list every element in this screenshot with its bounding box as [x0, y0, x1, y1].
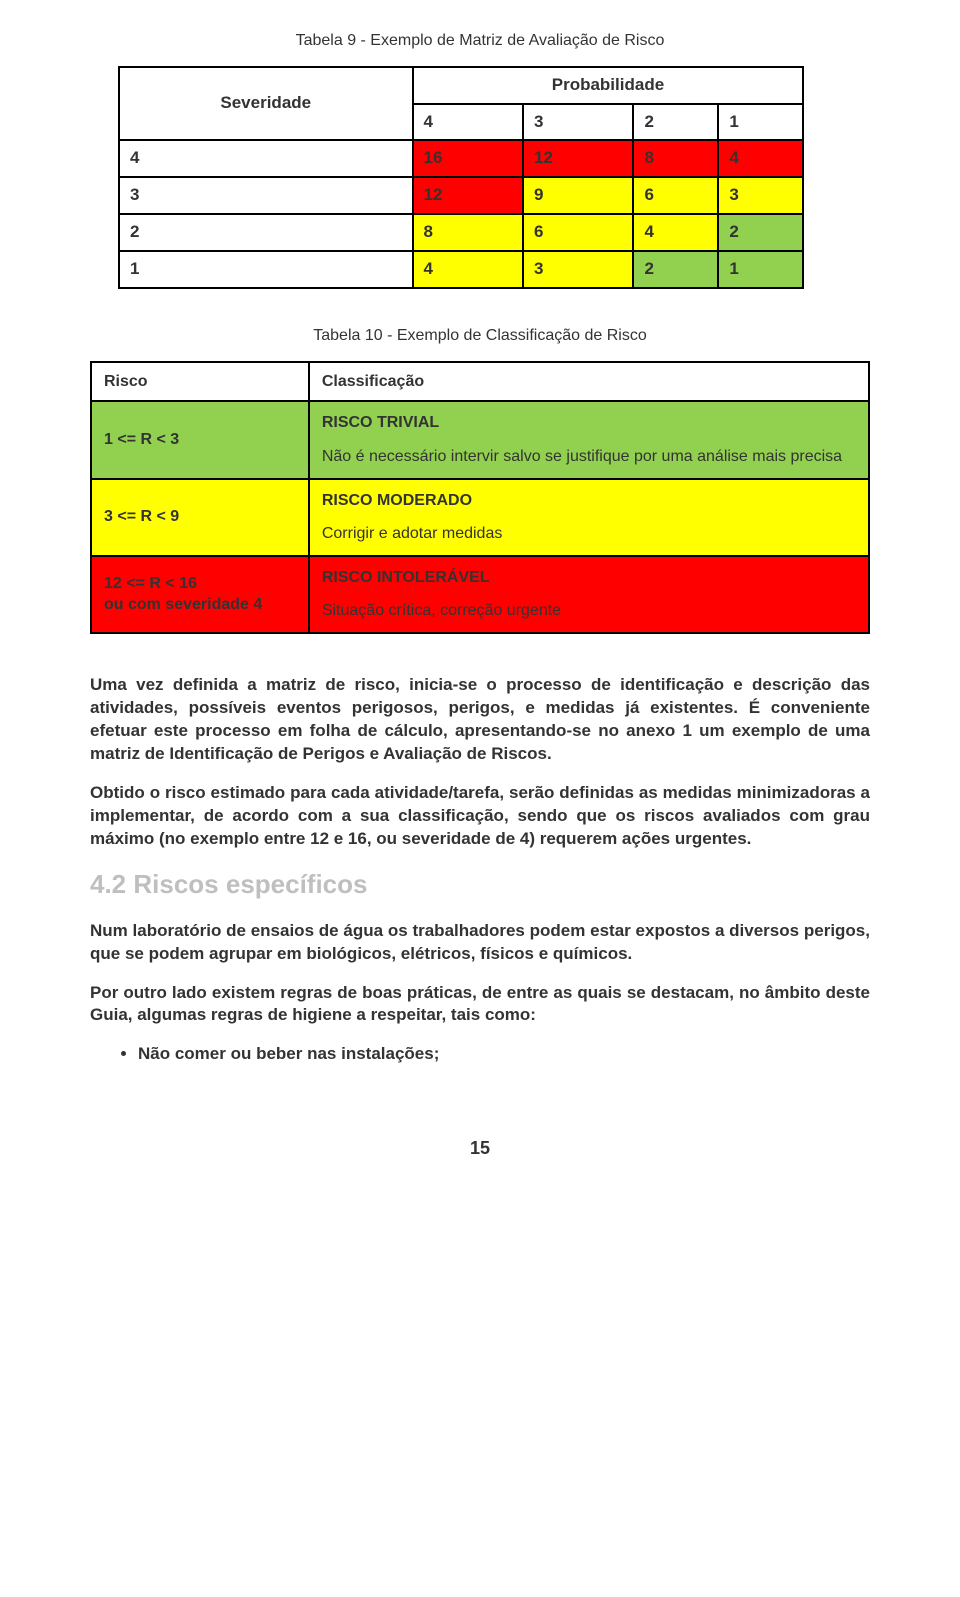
- risk-matrix-table: Severidade Probabilidade 4 3 2 1 4161284…: [118, 66, 804, 290]
- classif-head-class: Classificação: [309, 362, 869, 402]
- matrix-cell: 8: [633, 140, 718, 177]
- prob-head-3: 1: [718, 104, 803, 141]
- matrix-cell: 9: [523, 177, 633, 214]
- matrix-cell: 3: [718, 177, 803, 214]
- classif-desc: RISCO MODERADOCorrigir e adotar medidas: [309, 479, 869, 556]
- paragraph-2: Obtido o risco estimado para cada ativid…: [90, 782, 870, 851]
- paragraph-3: Num laboratório de ensaios de água os tr…: [90, 920, 870, 966]
- prob-head-1: 3: [523, 104, 633, 141]
- paragraph-1: Uma vez definida a matriz de risco, inic…: [90, 674, 870, 766]
- matrix-cell: 1: [718, 251, 803, 288]
- sev-label: 1: [119, 251, 413, 288]
- classif-range: 3 <= R < 9: [91, 479, 309, 556]
- sev-label: 3: [119, 177, 413, 214]
- paragraph-4: Por outro lado existem regras de boas pr…: [90, 982, 870, 1028]
- matrix-cell: 16: [413, 140, 523, 177]
- section-heading: 4.2 Riscos específicos: [90, 867, 870, 902]
- classification-table: Risco Classificação 1 <= R < 3RISCO TRIV…: [90, 361, 870, 634]
- matrix-title: Tabela 9 - Exemplo de Matriz de Avaliaçã…: [90, 30, 870, 52]
- classif-desc: RISCO TRIVIALNão é necessário intervir s…: [309, 401, 869, 478]
- matrix-cell: 4: [413, 251, 523, 288]
- matrix-cell: 2: [718, 214, 803, 251]
- matrix-cell: 12: [523, 140, 633, 177]
- prob-label: Probabilidade: [413, 67, 804, 104]
- list-item: Não comer ou beber nas instalações;: [138, 1043, 870, 1066]
- bullet-list: Não comer ou beber nas instalações;: [138, 1043, 870, 1066]
- matrix-cell: 3: [523, 251, 633, 288]
- matrix-cell: 6: [633, 177, 718, 214]
- classif-head-risk: Risco: [91, 362, 309, 402]
- prob-head-0: 4: [413, 104, 523, 141]
- classif-title: Tabela 10 - Exemplo de Classificação de …: [90, 325, 870, 347]
- classif-range: 12 <= R < 16ou com severidade 4: [91, 556, 309, 633]
- matrix-cell: 6: [523, 214, 633, 251]
- corner-label: Severidade: [119, 67, 413, 141]
- matrix-cell: 12: [413, 177, 523, 214]
- matrix-cell: 4: [718, 140, 803, 177]
- matrix-cell: 2: [633, 251, 718, 288]
- classif-range: 1 <= R < 3: [91, 401, 309, 478]
- sev-label: 2: [119, 214, 413, 251]
- classif-desc: RISCO INTOLERÁVEL Situação crítica, corr…: [309, 556, 869, 633]
- matrix-cell: 4: [633, 214, 718, 251]
- prob-head-2: 2: [633, 104, 718, 141]
- page-number: 15: [90, 1136, 870, 1160]
- matrix-cell: 8: [413, 214, 523, 251]
- sev-label: 4: [119, 140, 413, 177]
